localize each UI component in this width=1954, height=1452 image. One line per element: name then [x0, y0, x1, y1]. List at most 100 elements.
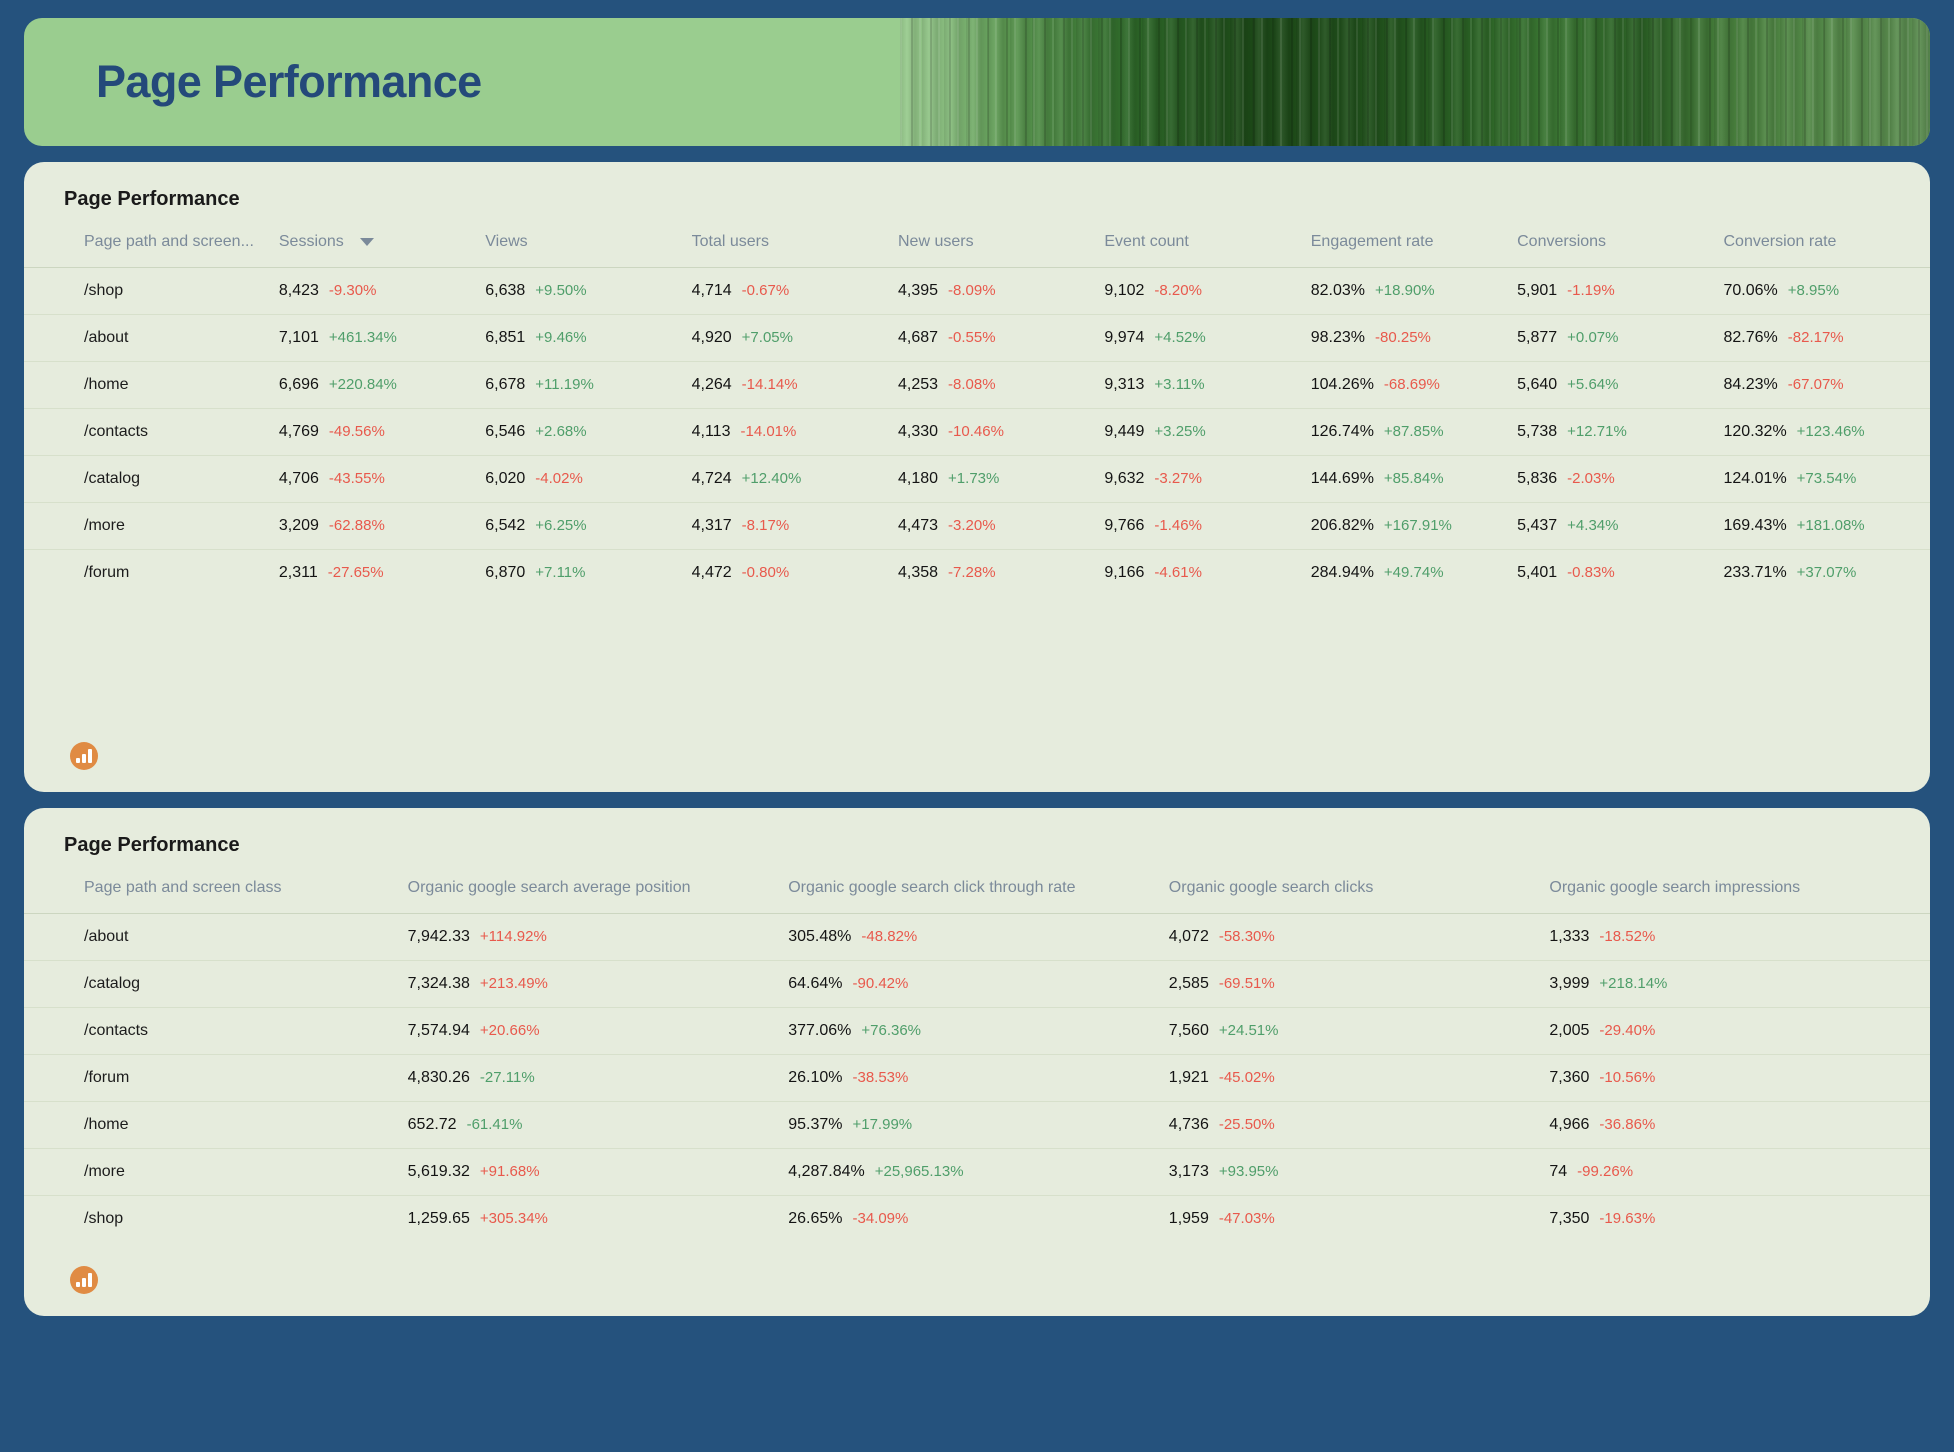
metric-value: 7,324.38 [407, 975, 470, 992]
cell-page-path[interactable]: /shop [24, 1195, 408, 1242]
cell-metric: 4,706 -43.55% [278, 455, 486, 503]
column-header-organic-click-through-rate[interactable]: Organic google search click through rate [788, 879, 1076, 896]
cell-page-path[interactable]: /home [24, 361, 279, 409]
cell-page-path[interactable]: /more [24, 502, 279, 550]
metric-value: 1,921 [1168, 1069, 1209, 1086]
cell-metric: 305.48% -48.82% [788, 913, 1169, 961]
metric-value: 7,942.33 [407, 928, 470, 945]
cell-metric: 284.94% +49.74% [1310, 549, 1518, 596]
cell-metric: 6,870 +7.11% [485, 549, 692, 596]
table-body-secondary: /about 7,942.33 +114.92% 305.48% -48.82% 4,07… [24, 913, 1930, 1242]
cell-metric: 4,317 -8.17% [691, 502, 898, 550]
metric-value: 1,333 [1549, 928, 1590, 945]
metric-value: 4,830.26 [407, 1069, 470, 1086]
metric-delta: -49.56% [328, 423, 385, 440]
metric-value: 8,423 [278, 282, 319, 299]
metric-value: 4,687 [898, 329, 939, 346]
cell-page-path[interactable]: /contacts [24, 1007, 408, 1055]
column-header-organic-clicks[interactable]: Organic google search clicks [1168, 879, 1374, 896]
table-row[interactable]: /contacts 7,574.94 +20.66% 377.06% +76.36% 7,… [24, 1007, 1930, 1055]
cell-metric: 82.03% +18.90% [1310, 267, 1518, 315]
cell-page-path[interactable]: /about [24, 913, 408, 961]
metric-value: 4,769 [278, 423, 319, 440]
cell-page-path[interactable]: /forum [24, 549, 279, 596]
table-row[interactable]: /more 3,209 -62.88% 6,542 +6.25% 4,317 -8.17% 4… [24, 502, 1930, 550]
metric-value: 64.64% [788, 975, 843, 992]
metric-value: 6,020 [485, 470, 526, 487]
cell-metric: 1,921 -45.02% [1168, 1054, 1550, 1102]
column-header-conversions[interactable]: Conversions [1517, 233, 1607, 250]
metric-value: 98.23% [1310, 329, 1366, 346]
cell-page-path[interactable]: /forum [24, 1054, 408, 1102]
cell-page-path[interactable]: /home [24, 1101, 408, 1149]
cell-metric: 9,166 -4.61% [1104, 549, 1311, 596]
cell-metric: 9,974 +4.52% [1104, 314, 1311, 362]
card-title-primary: Page Performance [64, 188, 240, 210]
cell-metric: 1,259.65 +305.34% [407, 1195, 789, 1242]
metric-value: 3,999 [1549, 975, 1590, 992]
sort-descending-icon[interactable] [359, 237, 374, 246]
cell-metric: 5,619.32 +91.68% [407, 1148, 789, 1196]
cell-metric: 7,360 -10.56% [1549, 1054, 1930, 1102]
metric-delta: -25.50% [1218, 1116, 1275, 1133]
cell-page-path[interactable]: /catalog [24, 455, 279, 503]
cell-page-path[interactable]: /about [24, 314, 279, 362]
table-row[interactable]: /about 7,942.33 +114.92% 305.48% -48.82% 4,07… [24, 913, 1930, 961]
column-header-conversion-rate[interactable]: Conversion rate [1723, 233, 1837, 250]
column-header-total-users[interactable]: Total users [691, 233, 769, 250]
column-header-page-path-class[interactable]: Page path and screen class [84, 879, 282, 896]
metric-delta: -14.14% [741, 376, 798, 393]
metric-value: 305.48% [788, 928, 852, 945]
metric-delta: +24.51% [1218, 1022, 1279, 1039]
cell-page-path[interactable]: /shop [24, 267, 279, 315]
cell-metric: 4,330 -10.46% [898, 408, 1105, 456]
cell-page-path[interactable]: /catalog [24, 960, 408, 1008]
table-row[interactable]: /about 7,101 +461.34% 6,851 +9.46% 4,920 +7.05… [24, 314, 1930, 362]
cell-metric: 70.06% +8.95% [1723, 267, 1930, 315]
metric-value: 4,724 [691, 470, 732, 487]
cell-metric: 4,966 -36.86% [1549, 1101, 1930, 1149]
cell-metric: 9,313 +3.11% [1104, 361, 1311, 409]
metric-value: 95.37% [788, 1116, 843, 1133]
cell-page-path[interactable]: /contacts [24, 408, 279, 456]
table-row[interactable]: /catalog 4,706 -43.55% 6,020 -4.02% 4,724 +12.… [24, 455, 1930, 503]
column-header-event-count[interactable]: Event count [1104, 233, 1189, 250]
column-header-views[interactable]: Views [485, 233, 528, 250]
cell-metric: 377.06% +76.36% [788, 1007, 1169, 1055]
metric-value: 5,401 [1517, 564, 1558, 581]
column-header-organic-impressions[interactable]: Organic google search impressions [1549, 879, 1801, 896]
metric-value: 4,920 [691, 329, 732, 346]
cell-metric: 64.64% -90.42% [788, 960, 1169, 1008]
table-row[interactable]: /home 6,696 +220.84% 6,678 +11.19% 4,264 -14.1… [24, 361, 1930, 409]
table-row[interactable]: /shop 8,423 -9.30% 6,638 +9.50% 4,714 -0.67% 4,… [24, 267, 1930, 315]
column-header-organic-average-position[interactable]: Organic google search average position [407, 879, 691, 896]
page-header-banner: Page Performance [24, 18, 1930, 146]
cell-page-path[interactable]: /more [24, 1148, 408, 1196]
table-row[interactable]: /forum 4,830.26 -27.11% 26.10% -38.53% 1,921-… [24, 1054, 1930, 1102]
cell-metric: 5,437 +4.34% [1517, 502, 1724, 550]
metric-value: 3,209 [278, 517, 319, 534]
metric-value: 74 [1549, 1163, 1568, 1180]
metric-value: 144.69% [1310, 470, 1374, 487]
table-row[interactable]: /forum 2,311 -27.65% 6,870 +7.11% 4,472 -0.80%… [24, 549, 1930, 596]
cell-metric: 6,546 +2.68% [485, 408, 692, 456]
column-header-sessions[interactable]: Sessions [279, 233, 485, 268]
table-row[interactable]: /more 5,619.32 +91.68% 4,287.84% +25,965.13%… [24, 1148, 1930, 1196]
table-row[interactable]: /shop 1,259.65 +305.34% 26.65% -34.09% 1,959-… [24, 1195, 1930, 1242]
table-row[interactable]: /catalog 7,324.38 +213.49% 64.64% -90.42% 2,5… [24, 960, 1930, 1008]
metric-delta: -48.82% [861, 928, 918, 945]
table-row[interactable]: /contacts 4,769 -49.56% 6,546 +2.68% 4,113 -14… [24, 408, 1930, 456]
cell-metric: 2,311 -27.65% [278, 549, 486, 596]
bar-chart-bar-2 [82, 1278, 86, 1287]
metric-delta: -82.17% [1787, 329, 1844, 346]
metric-delta: -14.01% [740, 423, 797, 440]
table-row[interactable]: /home 652.72 -61.41% 95.37% +17.99% 4,736 -25.… [24, 1101, 1930, 1149]
column-header-new-users[interactable]: New users [898, 233, 974, 250]
metric-value: 5,738 [1517, 423, 1558, 440]
column-header-engagement-rate[interactable]: Engagement rate [1310, 233, 1434, 250]
page-performance-card-secondary: Page Performance Page path and screen cl… [24, 808, 1930, 1316]
column-header-page-path[interactable]: Page path and screen... [84, 233, 254, 250]
cell-metric: 3,209 -62.88% [278, 502, 486, 550]
page-performance-table-secondary: Page path and screen class Organic googl… [24, 879, 1930, 1242]
metric-delta: -8.09% [948, 282, 996, 299]
